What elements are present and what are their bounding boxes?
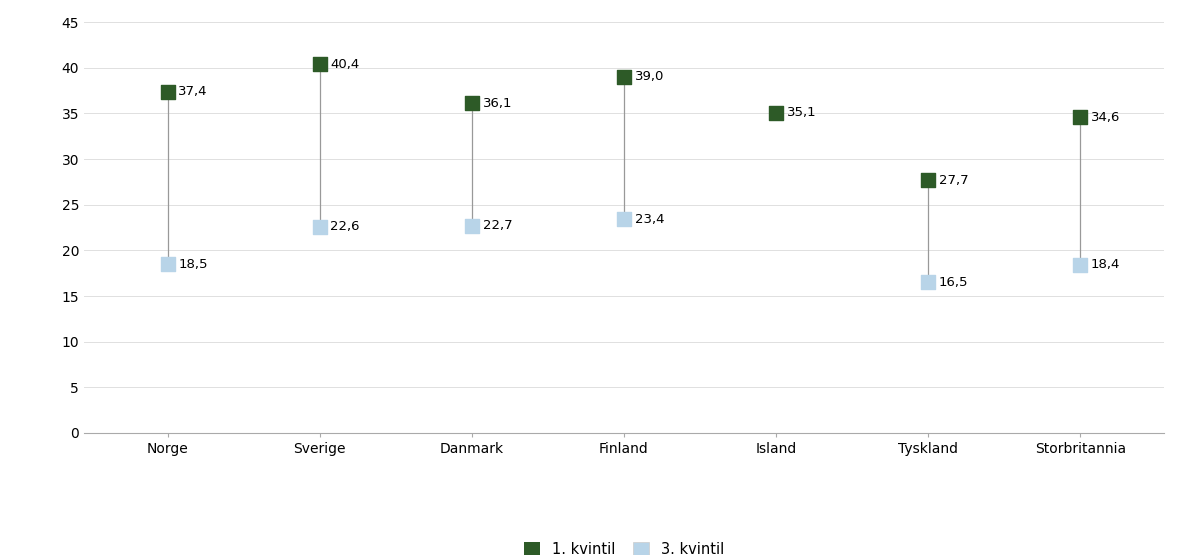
Text: 39,0: 39,0 [635, 70, 664, 83]
Point [462, 221, 481, 230]
Point [158, 87, 178, 96]
Point [919, 175, 938, 184]
Point [767, 108, 786, 117]
Text: 23,4: 23,4 [635, 213, 664, 226]
Point [1070, 113, 1090, 122]
Text: 36,1: 36,1 [482, 97, 512, 110]
Legend: 1. kvintil, 3. kvintil: 1. kvintil, 3. kvintil [524, 542, 724, 555]
Text: 22,7: 22,7 [482, 219, 512, 232]
Text: 35,1: 35,1 [787, 106, 816, 119]
Point [1070, 260, 1090, 269]
Text: 18,4: 18,4 [1091, 259, 1121, 271]
Point [462, 99, 481, 108]
Point [614, 73, 634, 82]
Point [310, 60, 329, 69]
Point [614, 215, 634, 224]
Text: 27,7: 27,7 [938, 174, 968, 186]
Point [158, 260, 178, 269]
Text: 37,4: 37,4 [179, 85, 208, 98]
Text: 22,6: 22,6 [330, 220, 360, 233]
Text: 34,6: 34,6 [1091, 110, 1121, 124]
Point [310, 222, 329, 231]
Point [919, 278, 938, 287]
Text: 18,5: 18,5 [179, 258, 208, 270]
Text: 40,4: 40,4 [330, 58, 360, 70]
Text: 16,5: 16,5 [938, 276, 968, 289]
